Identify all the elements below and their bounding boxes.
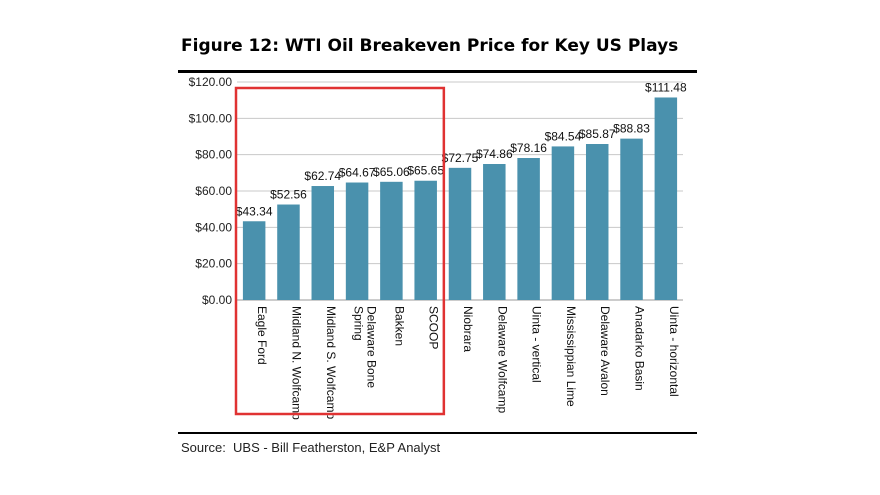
bar [380,181,403,300]
value-labels: $43.34 $52.56 $62.74$64.67$65.06$65.65$72.… [236,80,687,218]
bars [242,97,678,300]
data-label: $85.87 [579,127,616,141]
bar [620,138,643,300]
data-label: $111.48 [645,80,687,94]
x-tick-label: Uinta - vertical [530,306,544,383]
y-tick-label: $40.00 [195,220,232,234]
data-label: $65.65 [407,164,444,178]
y-tick-label: $0.00 [202,293,232,307]
x-tick-label: Bakken [392,306,406,346]
x-tick-label: Delaware Bone [365,306,379,388]
data-label: $84.54 [545,129,582,143]
bar [345,182,369,300]
x-tick-label: Midland S. Wolfcamp [324,306,338,419]
y-axis: $0.00 $20.00 $40.00 $60.00 $80.00 $100.00 $120… [189,75,233,307]
top-rule [178,70,697,73]
source-note: Source: UBS - Bill Featherston, E&P Anal… [181,440,441,455]
x-tick-label: Delaware Avalon [598,306,612,396]
y-tick-label: $60.00 [195,184,232,198]
highlight-box-group [234,86,446,416]
x-tick-label: Midland N. Wolfcamp [289,306,303,420]
bottom-rule [178,432,697,434]
x-tick-label: Mississippian Lime [564,306,578,407]
figure-title: Figure 12: WTI Oil Breakeven Price for K… [181,36,679,56]
bar [311,186,335,300]
y-tick-label: $80.00 [195,148,232,162]
bar [654,97,678,300]
bar [277,204,300,300]
data-label: $65.06 [373,165,410,179]
bar [414,180,437,300]
x-tick-label: Niobrara [461,306,475,352]
data-label: $72.75 [442,151,479,165]
y-tick-label: $20.00 [195,257,232,271]
x-tick-label: Spring [352,306,366,341]
data-label: $74.86 [476,147,513,161]
highlight-box [234,86,446,416]
y-tick-label: $120.00 [189,75,233,89]
bar [483,164,506,300]
data-label: $88.83 [613,122,650,136]
y-tick-label: $100.00 [189,111,233,125]
bar [517,158,540,300]
x-tick-label: Delaware Wolfcamp [495,306,509,413]
data-label: $64.67 [339,166,376,180]
category-labels: Eagle Ford Midland N. Wolfcamp Midland S. … [255,306,681,420]
bar [242,221,266,300]
data-label: $43.34 [236,204,273,218]
data-label: $62.74 [304,169,341,183]
bar [448,167,472,300]
bar [585,144,609,300]
data-label: $78.16 [510,141,547,155]
data-label: $52.56 [270,188,307,202]
x-tick-label: Uinta - horizontal [667,306,681,397]
x-tick-label: SCOOP [427,306,441,349]
x-tick-label: Anadarko Basin [633,306,647,391]
bar [551,146,575,300]
x-tick-label: Eagle Ford [255,306,269,365]
